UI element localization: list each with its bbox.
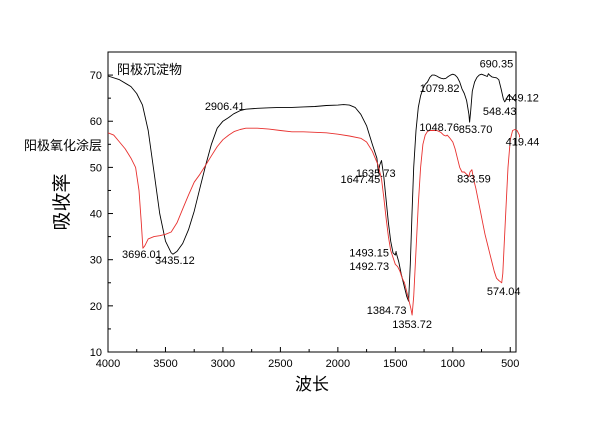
peak-label: 1353.72 (392, 319, 432, 331)
peak-label: 853.70 (459, 124, 493, 136)
x-tick-label: 3000 (211, 358, 235, 370)
x-tick-label: 500 (501, 358, 519, 370)
peak-label: 1635.73 (356, 168, 396, 180)
y-tick-label: 50 (90, 162, 102, 174)
x-tick-label: 2500 (268, 358, 292, 370)
x-tick-label: 3500 (153, 358, 177, 370)
series-line-coating (107, 127, 520, 316)
peak-label: 3435.12 (155, 255, 195, 267)
peak-label: 690.35 (480, 59, 514, 71)
peak-label: 3696.01 (122, 249, 162, 261)
y-tick-label: 70 (90, 70, 102, 82)
y-tick-label: 60 (90, 116, 102, 128)
series-label-precipitate: 阳极沉淀物 (117, 63, 182, 78)
x-tick-label: 1500 (383, 358, 407, 370)
y-tick-label: 20 (90, 301, 102, 313)
y-tick-label: 30 (90, 255, 102, 267)
y-tick-label: 40 (90, 209, 102, 221)
x-tick-label: 2000 (326, 358, 350, 370)
peak-label: 449.12 (505, 92, 539, 104)
x-tick-label: 1000 (441, 358, 465, 370)
peak-label: 833.59 (457, 174, 491, 186)
plot-border (107, 51, 517, 353)
peak-label: 419.44 (506, 136, 540, 148)
series-line-precipitate (107, 73, 517, 302)
y-tick-label: 10 (90, 347, 102, 359)
peak-label: 1048.76 (419, 122, 459, 134)
series-label-coating: 阳极氧化涂层 (24, 138, 102, 154)
peak-label: 2906.41 (205, 101, 245, 113)
peak-label: 1492.73 (349, 261, 389, 273)
x-axis-title: 波长 (295, 375, 329, 395)
plot-frame (107, 51, 517, 353)
peak-label: 574.04 (487, 286, 521, 298)
y-axis-title: 吸收率 (51, 173, 73, 230)
peak-label: 1493.15 (349, 247, 389, 259)
series-lines (107, 73, 520, 316)
peak-label: 1079.82 (420, 83, 460, 95)
axis-ticks (107, 74, 511, 353)
tick-labels: 4000 3500 3000 2500 2000 1500 1000 500 10 20 30 40 5… (90, 70, 520, 370)
x-tick-label: 4000 (96, 358, 120, 370)
peak-label: 1384.73 (367, 305, 407, 317)
peak-label: 1647.45 (341, 174, 381, 186)
peak-label: 548.43 (483, 106, 517, 118)
